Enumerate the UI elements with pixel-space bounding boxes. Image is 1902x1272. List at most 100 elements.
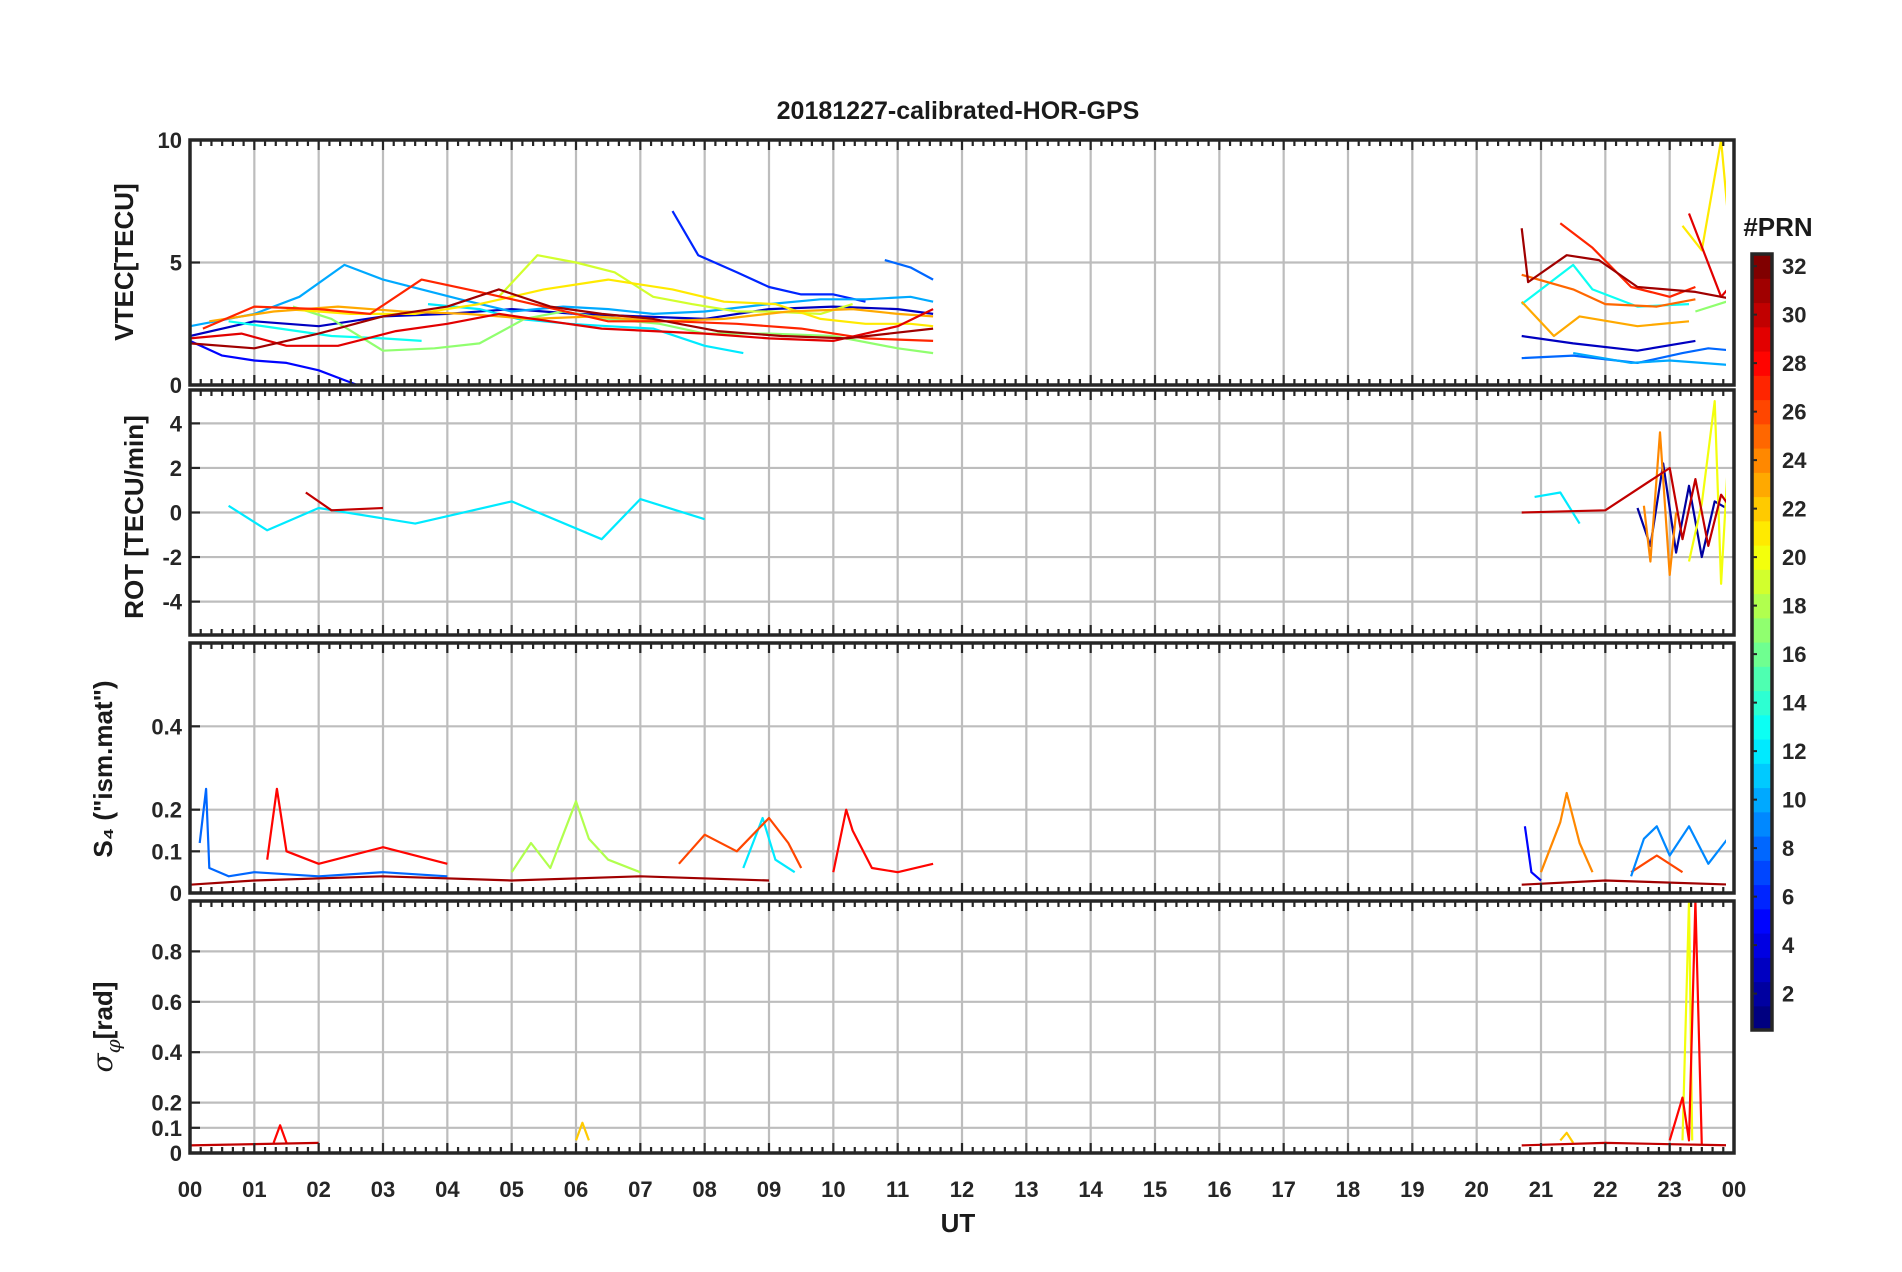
panel-s4: 0 0.1 0.2 0.4 S₄ ("ism.mat") <box>88 641 1736 906</box>
y-grid <box>190 422 1734 603</box>
colorbar-swatch <box>1752 739 1772 764</box>
colorbar-swatch <box>1752 981 1772 1007</box>
x-tick-label: 15 <box>1143 1177 1167 1202</box>
x-axis: 00 01 02 03 04 05 06 07 08 09 10 11 12 13 14 15 16 17 18 19… <box>178 1177 1746 1238</box>
colorbar-swatch <box>1752 642 1772 667</box>
trace-prn-19 <box>497 254 853 315</box>
y-tick-labels: 0 5 10 <box>158 128 200 398</box>
y-tick-label: 0.4 <box>151 1040 182 1065</box>
traces-sigma_phi <box>190 901 1726 1147</box>
y-tick-label: 0.1 <box>151 1116 182 1141</box>
x-tick-label: 03 <box>371 1177 395 1202</box>
x-tick-label: 21 <box>1529 1177 1553 1202</box>
colorbar-tick-label: 6 <box>1782 885 1794 910</box>
trace-prn-12 <box>228 491 1581 541</box>
trace-prn-8 <box>884 259 1726 364</box>
colorbar-gradient <box>1752 254 1772 1031</box>
x-tick-label: 12 <box>950 1177 974 1202</box>
x-tick-label: 00 <box>1722 1177 1746 1202</box>
x-tick-label: 11 <box>886 1177 909 1202</box>
trace-prn-26 <box>678 816 1684 874</box>
trace-prn-24 <box>1539 791 1594 873</box>
colorbar-swatch <box>1752 787 1772 813</box>
colorbar-swatch <box>1752 302 1772 328</box>
colorbar-swatch <box>1752 520 1772 546</box>
y-tick-label: 0.4 <box>151 714 182 739</box>
x-tick-label: 06 <box>564 1177 588 1202</box>
x-tick-label: 04 <box>435 1177 460 1202</box>
colorbar-swatch <box>1752 666 1772 692</box>
x-tick-label: 01 <box>242 1177 266 1202</box>
y-grid <box>190 950 1734 1129</box>
trace-prn-30 <box>305 466 1726 547</box>
trace-prn-10 <box>190 263 1726 366</box>
colorbar-tick-label: 28 <box>1782 351 1806 376</box>
x-tick-label: 18 <box>1336 1177 1360 1202</box>
trace-prn-24 <box>1642 431 1678 576</box>
panel-vtec: 0 5 10 VTEC[TECU] <box>109 128 1736 398</box>
trace-prn-28 <box>266 787 934 874</box>
trace-prn-8 <box>198 787 448 878</box>
trace-prn-22 <box>574 1121 1575 1144</box>
trace-prn-21 <box>286 140 1726 328</box>
y-tick-labels: 00.10.2 0.4 0.6 0.8 <box>151 939 200 1166</box>
colorbar-swatch <box>1752 811 1772 837</box>
y-tick-label: 0.6 <box>151 990 182 1015</box>
y-tick-label: 5 <box>170 251 182 276</box>
colorbar-tick-label: 2 <box>1782 982 1794 1007</box>
colorbar-swatch <box>1752 326 1772 352</box>
colorbar-swatch <box>1752 860 1772 886</box>
colorbar-swatch <box>1752 254 1772 279</box>
x-tick-label: 22 <box>1593 1177 1617 1202</box>
x-grid <box>253 643 1671 893</box>
trace-prn-27 <box>202 222 1696 342</box>
y-tick-label: 10 <box>158 128 182 153</box>
x-tick-label: 19 <box>1400 1177 1424 1202</box>
chart-title: 20181227-calibrated-HOR-GPS <box>777 97 1140 125</box>
trace-prn-20 <box>1687 400 1726 585</box>
trace-prn-23 <box>209 300 1690 338</box>
x-tick-label: 02 <box>306 1177 330 1202</box>
x-tick-label: 07 <box>628 1177 652 1202</box>
colorbar-tick-label: 8 <box>1782 836 1794 861</box>
y-tick-label: 0 <box>170 1141 182 1166</box>
y-tick-label: 4 <box>170 411 183 436</box>
colorbar-swatch <box>1752 496 1772 522</box>
colorbar-swatch <box>1752 545 1772 570</box>
x-tick-label: 14 <box>1078 1177 1103 1202</box>
colorbar-swatch <box>1752 1005 1772 1031</box>
x-minor-ticks <box>199 643 1725 893</box>
y-tick-label: 0.8 <box>151 939 182 964</box>
panel-frame <box>188 641 1736 895</box>
panel-sigma_phi: 00.10.2 0.4 0.6 0.8 σφ[rad] <box>86 899 1736 1166</box>
x-tick-label: 05 <box>499 1177 523 1202</box>
colorbar-title: #PRN <box>1743 212 1812 242</box>
x-tick-label: 16 <box>1207 1177 1231 1202</box>
colorbar-tick-label: 4 <box>1782 933 1795 958</box>
colorbar-swatch <box>1752 763 1772 789</box>
colorbar-frame <box>1750 252 1774 1032</box>
trace-prn-5 <box>190 339 358 385</box>
y-tick-label: 2 <box>170 456 182 481</box>
colorbar-swatch <box>1752 375 1772 401</box>
x-grid <box>253 901 1671 1153</box>
trace-prn-12 <box>742 816 796 874</box>
y-tick-labels: -4 -2 0 2 4 <box>162 411 200 615</box>
colorbar-swatch <box>1752 569 1772 595</box>
colorbar-swatch <box>1752 472 1772 498</box>
colorbar-tick-label: 14 <box>1782 691 1807 716</box>
panel-frame <box>188 899 1736 1155</box>
x-axis-label: UT <box>941 1208 976 1238</box>
x-tick-label: 13 <box>1014 1177 1038 1202</box>
y-tick-label: 0 <box>170 501 182 526</box>
colorbar-swatch <box>1752 690 1772 716</box>
colorbar-swatch <box>1752 836 1772 861</box>
colorbar-swatch <box>1752 617 1772 643</box>
x-tick-label: 10 <box>821 1177 845 1202</box>
trace-prn-12 <box>427 303 744 355</box>
x-tick-label: 00 <box>178 1177 202 1202</box>
colorbar-tick-label: 20 <box>1782 545 1806 570</box>
